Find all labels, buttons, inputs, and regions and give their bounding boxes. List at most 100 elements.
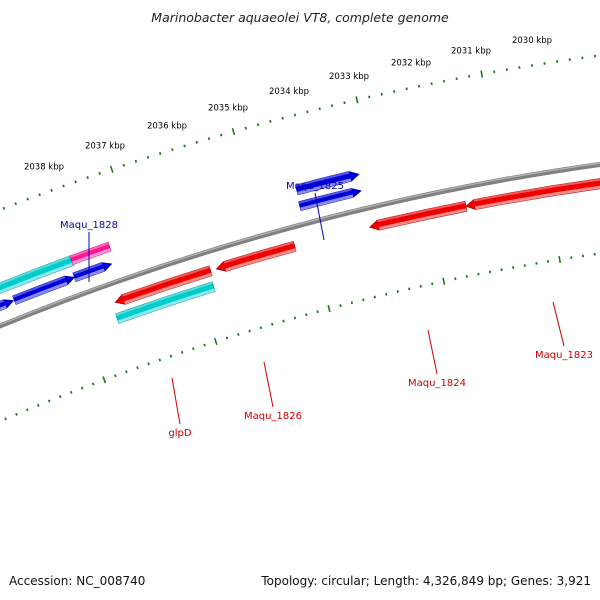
minor-tick <box>147 362 150 366</box>
minor-tick <box>244 126 247 130</box>
minor-tick <box>282 319 285 323</box>
minor-tick <box>306 110 309 114</box>
minor-tick <box>122 163 126 167</box>
minor-tick <box>203 343 206 347</box>
forward-feature-left <box>0 299 15 312</box>
gene-label: Maqu_1823 <box>535 350 593 361</box>
gene-label: Maqu_1824 <box>408 378 466 389</box>
gene-Maqu_1823-block <box>465 178 600 210</box>
gene-label: Maqu_1825 <box>286 181 344 192</box>
minor-tick <box>158 152 162 155</box>
major-tick <box>231 127 236 136</box>
minor-tick <box>62 184 65 188</box>
kbp-label: 2034 kbp <box>269 87 309 97</box>
minor-tick <box>350 301 354 305</box>
gene-Maqu_1825-block <box>294 171 360 196</box>
minor-tick <box>207 137 211 141</box>
minor-tick <box>293 113 297 117</box>
major-tick <box>327 305 331 313</box>
kbp-label: 2036 kbp <box>147 121 187 131</box>
major-tick <box>213 337 218 346</box>
gene-leader-line <box>314 192 325 241</box>
kbp-label: 2030 kbp <box>512 36 552 46</box>
minor-tick <box>380 92 383 96</box>
minor-tick <box>316 310 319 314</box>
gene-label: glpD <box>168 428 191 439</box>
gene-label: Maqu_1828 <box>60 220 118 231</box>
kbp-label: 2032 kbp <box>391 58 431 68</box>
minor-tick <box>281 116 284 120</box>
major-tick <box>480 70 484 78</box>
minor-tick <box>86 176 89 180</box>
kbp-scale-labels: 2030 kbp 2031 kbp 2032 kbp 2033 kbp 2034 kbp… <box>24 36 552 173</box>
gene-label: Maqu_1826 <box>244 411 302 422</box>
minor-tick <box>237 333 240 336</box>
gene-glpD-block <box>114 265 213 305</box>
major-tick <box>442 277 446 285</box>
outer-tick-ring <box>2 54 597 210</box>
minor-tick <box>293 316 297 320</box>
minor-tick <box>4 417 7 421</box>
minor-tick <box>146 155 150 159</box>
gene-glpD-rna <box>115 281 216 324</box>
minor-tick <box>136 366 139 370</box>
minor-tick <box>330 104 334 108</box>
kbp-label: 2037 kbp <box>85 141 125 151</box>
gene-labels: Maqu_1825 Maqu_1828 glpD Maqu_1826 Maqu_1824… <box>60 181 593 439</box>
minor-tick <box>418 84 421 88</box>
map-title: Marinobacter aquaeolei VT8, complete gen… <box>151 10 449 25</box>
major-tick <box>355 96 359 104</box>
backbone-line <box>0 161 600 329</box>
minor-tick <box>50 188 53 192</box>
minor-tick <box>362 298 365 302</box>
minor-tick <box>305 313 308 317</box>
minor-tick <box>271 322 274 326</box>
minor-tick <box>134 159 138 163</box>
minor-tick <box>2 206 6 210</box>
minor-tick <box>396 290 399 293</box>
genome-backbone <box>0 161 600 329</box>
minor-tick <box>14 202 18 206</box>
backbone-highlight <box>0 162 600 326</box>
minor-tick <box>192 347 195 351</box>
minor-tick <box>58 395 62 399</box>
minor-tick <box>339 304 342 308</box>
gene-Maqu_1825-cds <box>298 188 362 212</box>
minor-tick <box>368 95 371 99</box>
inner-tick-ring <box>4 252 596 421</box>
kbp-label: 2035 kbp <box>208 103 248 113</box>
minor-tick <box>38 193 41 197</box>
kbp-label: 2038 kbp <box>24 163 64 173</box>
gene-leader-line <box>552 301 565 347</box>
minor-tick <box>419 284 422 288</box>
minor-tick <box>248 329 251 333</box>
minor-tick <box>259 326 263 330</box>
minor-tick <box>69 390 73 394</box>
minor-tick <box>98 171 101 175</box>
major-tick <box>102 376 107 384</box>
gene-features <box>0 171 600 324</box>
minor-tick <box>180 350 184 354</box>
minor-tick <box>431 282 434 286</box>
gene-leader-line <box>171 377 181 425</box>
major-tick <box>109 165 114 173</box>
kbp-label: 2033 kbp <box>329 72 369 82</box>
minor-tick <box>343 101 346 105</box>
topology-text: Topology: circular; Length: 4,326,849 bp… <box>261 574 591 588</box>
minor-tick <box>91 382 95 386</box>
minor-tick <box>47 399 51 403</box>
kbp-label: 2031 kbp <box>451 47 491 57</box>
gene-Maqu_1826-block <box>215 241 297 272</box>
gene-Maqu_1824-block <box>369 200 468 231</box>
accession-text: Accession: NC_008740 <box>9 574 146 588</box>
minor-tick <box>80 386 84 390</box>
minor-tick <box>15 412 18 416</box>
gene-leader-line <box>263 361 274 408</box>
minor-tick <box>114 374 117 378</box>
minor-tick <box>405 87 408 91</box>
minor-tick <box>26 408 29 412</box>
gene-Maqu_1828-cds <box>72 262 113 283</box>
pseudo-feature <box>69 241 112 266</box>
minor-tick <box>219 133 223 137</box>
